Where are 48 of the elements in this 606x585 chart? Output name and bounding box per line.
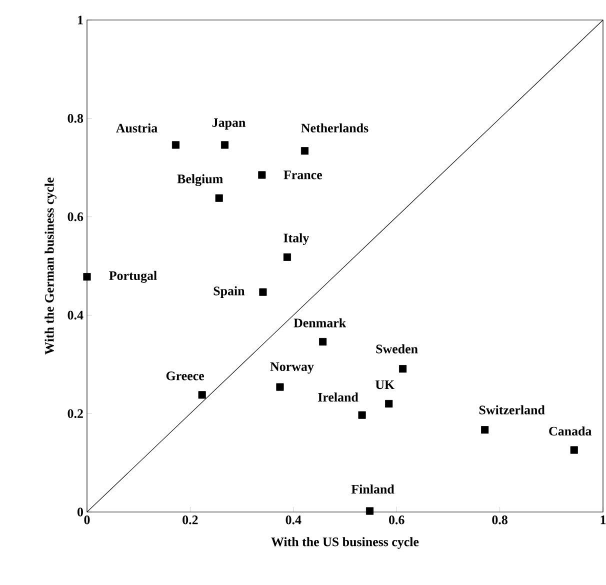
- annotation: Finland: [351, 484, 394, 494]
- x-axis-title: With the US business cycle: [271, 537, 419, 549]
- point: [385, 400, 393, 408]
- annotation: Denmark: [294, 318, 346, 328]
- point: [481, 426, 489, 434]
- x-tick-label: 0.6: [389, 516, 404, 524]
- y-tick-label: 0.8: [68, 114, 84, 123]
- point: [258, 171, 266, 179]
- x-tick-label: 0.8: [492, 516, 508, 524]
- point: [220, 141, 229, 149]
- point: [283, 253, 291, 261]
- point: [259, 288, 267, 296]
- annotation: Italy: [284, 233, 310, 246]
- annotation: Norway: [270, 362, 314, 374]
- point: [366, 507, 374, 515]
- y-tick-label: 0: [78, 508, 83, 516]
- annotation: Portugal: [109, 270, 157, 283]
- y-tick-label: 0.4: [68, 310, 84, 320]
- annotation: Japan: [212, 118, 246, 130]
- point: [276, 383, 284, 391]
- annotation: Netherlands: [301, 123, 368, 132]
- x-tick-label: 1: [600, 516, 606, 524]
- annotation: Spain: [214, 286, 245, 298]
- annotation: Belgium: [177, 174, 223, 186]
- y-axis-title: With the German business cycle: [44, 178, 56, 355]
- y-tick-label: 0.6: [68, 212, 84, 222]
- y-tick-label: 1: [78, 16, 83, 24]
- point: [570, 446, 578, 454]
- annotation: Ireland: [318, 392, 358, 402]
- y-tick-label: 0.2: [68, 409, 83, 418]
- x-tick-label: 0.2: [182, 516, 198, 524]
- x-tick-label: 0.4: [286, 516, 302, 524]
- annotation: Austria: [116, 123, 158, 133]
- point: [358, 411, 366, 419]
- point: [399, 365, 407, 373]
- annotation: Switzerland: [479, 405, 545, 414]
- point: [319, 338, 327, 346]
- x-tick-label: 0: [84, 516, 90, 524]
- point: [215, 194, 223, 202]
- annotation: Canada: [549, 426, 592, 436]
- point: [172, 141, 180, 149]
- annotation: France: [284, 170, 322, 180]
- point: [83, 273, 91, 281]
- annotation: UK: [375, 380, 394, 390]
- annotation: Sweden: [376, 344, 418, 354]
- point: [198, 391, 206, 399]
- annotation: Greece: [166, 372, 204, 380]
- point: [300, 147, 309, 155]
